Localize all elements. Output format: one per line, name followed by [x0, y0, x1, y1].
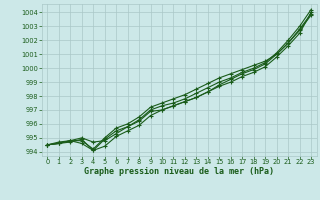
- X-axis label: Graphe pression niveau de la mer (hPa): Graphe pression niveau de la mer (hPa): [84, 167, 274, 176]
